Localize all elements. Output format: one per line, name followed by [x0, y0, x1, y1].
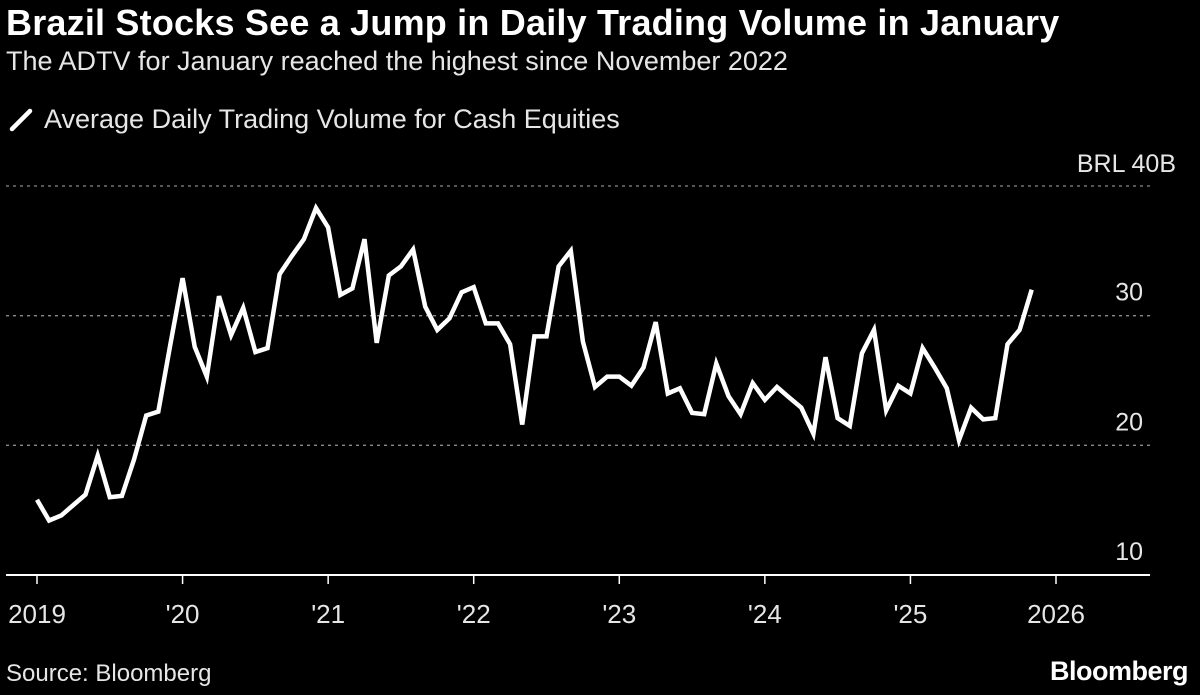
axis-layer: BRL 40B 10 20 30 2019 '20 '21 '22 '23 '24 '25 2026 — [6, 150, 1176, 629]
y-tick-label: 20 — [1115, 408, 1143, 436]
x-tick-label: '21 — [311, 599, 345, 629]
x-tick-label: '24 — [748, 599, 782, 629]
x-tick-label: '20 — [166, 599, 200, 629]
bloomberg-logo: Bloomberg — [1049, 656, 1189, 686]
x-tick-label: 2026 — [1027, 599, 1085, 629]
y-tick-label: 10 — [1115, 538, 1143, 566]
legend-label: Average Daily Trading Volume for Cash Eq… — [44, 104, 620, 134]
source-note: Source: Bloomberg — [6, 660, 212, 687]
chart-title: Brazil Stocks See a Jump in Daily Tradin… — [6, 2, 1060, 43]
series-line — [35, 202, 1034, 524]
y-tick-label: 30 — [1115, 279, 1143, 307]
series-layer — [35, 202, 1034, 524]
legend-line-icon — [9, 108, 33, 131]
legend: Average Daily Trading Volume for Cash Eq… — [8, 104, 620, 135]
x-tick-label: '25 — [893, 599, 927, 629]
x-tick-label: '22 — [457, 599, 491, 629]
chart-subtitle: The ADTV for January reached the highest… — [6, 46, 788, 76]
x-tick-label: 2019 — [8, 599, 66, 629]
y-unit-label: BRL 40B — [1077, 150, 1176, 178]
x-tick-label: '23 — [602, 599, 636, 629]
